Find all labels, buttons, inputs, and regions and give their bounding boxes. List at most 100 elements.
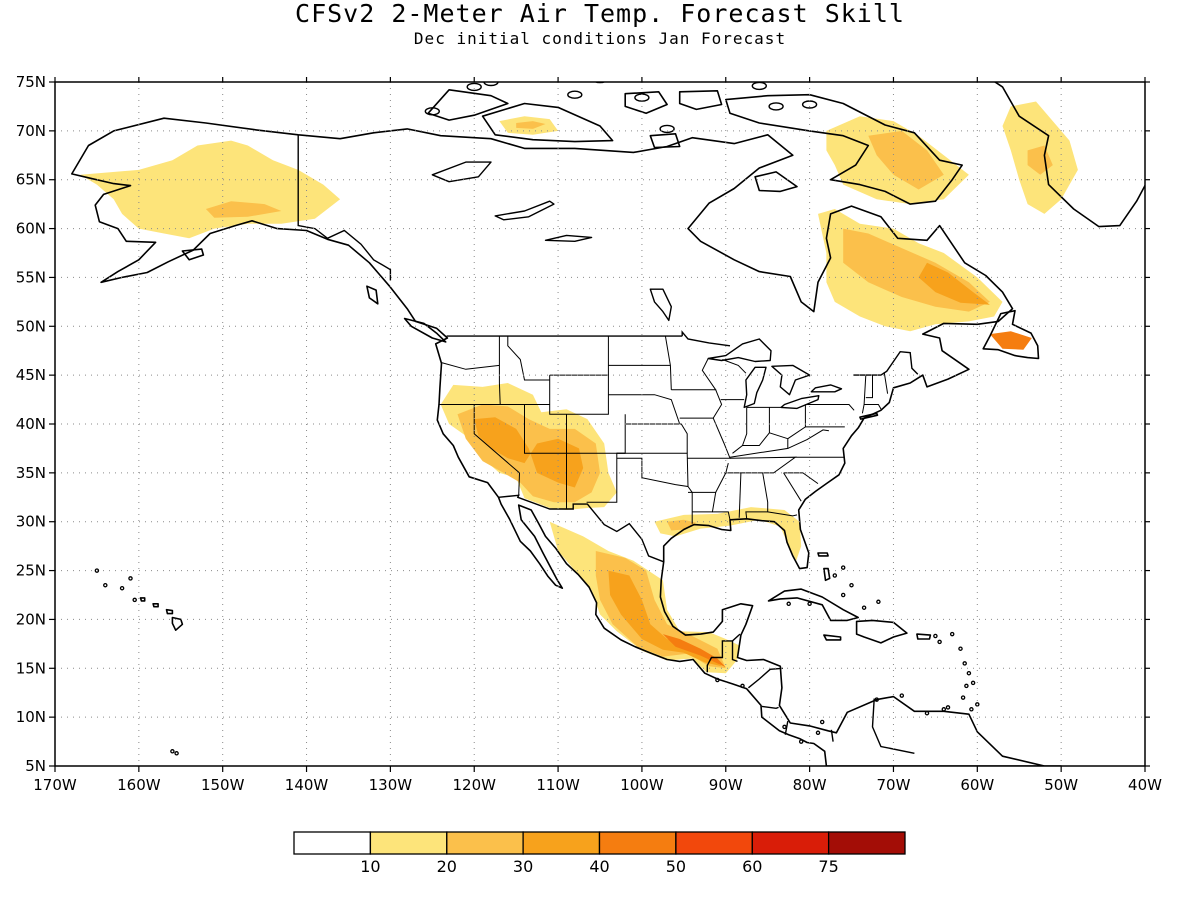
colorbar-swatch <box>751 831 830 855</box>
skill-region-alaska-core <box>205 201 282 218</box>
coastline-baffin-island <box>724 93 964 205</box>
lat-tick-label: 45N <box>16 366 46 384</box>
coastline-haida-gwaii <box>366 285 379 305</box>
lon-tick-label: 140W <box>285 776 329 794</box>
coastline-jamaica <box>823 634 842 641</box>
state-line-arizona-east <box>518 472 520 496</box>
arctic-islet <box>534 67 548 74</box>
colorbar-label: 30 <box>513 857 533 876</box>
lake-winnipeg <box>649 288 672 322</box>
coastline-andros-bahamas <box>823 567 831 582</box>
coastline-hawaii-kauai <box>139 597 146 602</box>
small-island <box>945 705 951 710</box>
arctic-islet <box>751 82 767 91</box>
small-island <box>740 683 745 689</box>
coastline-long-island <box>859 412 879 420</box>
state-line-georgia-florida <box>767 511 798 517</box>
coastline-vancouver-island <box>403 317 447 343</box>
small-island <box>966 670 972 676</box>
skill-region-us-west-core <box>474 417 584 488</box>
state-line-arkansas <box>688 462 729 493</box>
coastline-prince-of-wales-island <box>624 91 668 115</box>
lat-tick-label: 5N <box>25 757 46 775</box>
lon-tick-label: 120W <box>452 776 496 794</box>
lat-tick-label: 25N <box>16 562 46 580</box>
state-line-wyoming <box>549 374 609 415</box>
coastline-kodiak-island <box>181 248 205 261</box>
small-island <box>815 730 821 736</box>
state-line-utah-arizona <box>524 404 567 454</box>
colorbar-label: 20 <box>437 857 457 876</box>
small-island <box>94 568 100 573</box>
lon-tick-label: 100W <box>620 776 664 794</box>
state-line-california-nevada <box>473 404 520 474</box>
coastline-newfoundland <box>982 309 1040 360</box>
coastline-somerset-island <box>678 90 723 111</box>
coastline-grand-bahama <box>817 552 829 557</box>
skill-region-gulf-coast-core <box>667 519 697 531</box>
colorbar-label: 50 <box>666 857 686 876</box>
small-island <box>819 719 825 725</box>
lake-huron <box>771 364 811 396</box>
small-island <box>933 633 938 639</box>
page-subtitle: Dec initial conditions Jan Forecast <box>413 29 787 48</box>
lat-tick-label: 55N <box>16 268 46 286</box>
lon-tick-label: 130W <box>369 776 413 794</box>
small-island <box>899 693 905 698</box>
arctic-islet <box>659 124 675 134</box>
honduras-nicaragua-border <box>747 667 783 689</box>
arctic-islet <box>736 74 750 81</box>
small-island <box>949 631 955 637</box>
lake-superior <box>707 338 772 363</box>
small-island <box>861 605 867 610</box>
lakes <box>431 161 843 410</box>
us-canada-border-lakes <box>681 330 731 347</box>
lon-tick-label: 80W <box>793 776 827 794</box>
small-island <box>840 565 846 570</box>
coastline-southampton-island <box>754 171 798 193</box>
lat-tick-label: 65N <box>16 171 46 189</box>
small-island <box>782 724 787 730</box>
small-island <box>832 573 838 578</box>
panama-colombia-border <box>830 729 834 742</box>
small-island <box>849 582 854 588</box>
small-island <box>970 680 976 686</box>
small-island <box>874 697 879 702</box>
lat-tick-label: 75N <box>16 73 46 91</box>
lat-tick-label: 60N <box>16 220 46 238</box>
colorbar-swatch <box>522 831 601 855</box>
colorbar-swatch <box>598 831 677 855</box>
lat-tick-label: 20N <box>16 610 46 628</box>
coastline-victoria-island <box>481 102 614 143</box>
small-island <box>969 707 974 712</box>
coastline-hawaii-big-island <box>171 616 184 632</box>
coastline-north-america <box>71 117 1062 766</box>
state-line-ms-al-border <box>738 472 742 518</box>
state-line-ga-sc <box>783 472 802 502</box>
lat-tick-label: 70N <box>16 122 46 140</box>
arctic-islet <box>466 82 482 92</box>
small-island <box>876 599 881 605</box>
lat-tick-label: 50N <box>16 317 46 335</box>
state-line-oklahoma <box>616 452 689 488</box>
small-island <box>960 695 966 700</box>
small-island <box>170 749 175 754</box>
small-island <box>975 702 980 707</box>
coastline-cuba <box>767 588 860 622</box>
coastline-king-william-island <box>649 133 681 149</box>
state-line-mississippi-alabama <box>712 511 731 520</box>
state-line-ma-ct <box>864 404 883 411</box>
small-island <box>715 677 720 683</box>
arctic-islet <box>768 102 784 111</box>
small-island <box>174 751 179 756</box>
skill-region-baffin-core <box>868 130 944 190</box>
coastline-greenland <box>993 82 1145 228</box>
colorbar-swatch <box>675 831 753 855</box>
state-line-nh-maine <box>883 372 889 394</box>
state-line-washington-oregon <box>440 361 500 370</box>
small-island <box>840 592 846 598</box>
small-island <box>807 601 812 607</box>
us-canada-border-east <box>853 350 919 376</box>
lon-tick-label: 150W <box>201 776 245 794</box>
axis-ticks: 170W 160W 150W 140W 130W 120W 110W 100W 90W 80W 70… <box>16 73 1162 794</box>
